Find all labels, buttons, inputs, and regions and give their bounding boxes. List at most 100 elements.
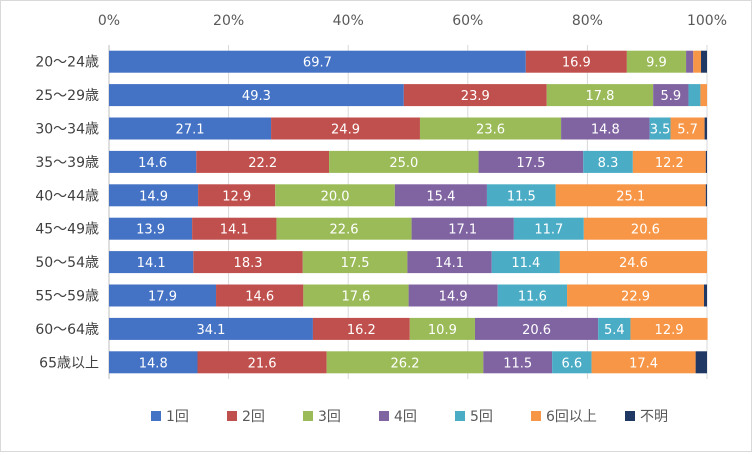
data-label: 17.8 (585, 89, 614, 104)
bar-segment (326, 351, 484, 374)
bar-segment (408, 284, 498, 307)
category-labels: 20～24歳 25～29歳 30～34歳 35～39歳 40～44歳 45～49歳 50～5… (35, 55, 99, 372)
data-label: 11.7 (534, 223, 563, 238)
legend-swatch (227, 411, 237, 421)
data-label: 13.9 (136, 223, 165, 238)
bar-segment (583, 150, 633, 173)
bar-segment (552, 351, 592, 374)
data-label: 24.6 (619, 256, 648, 271)
bar-segment (216, 284, 304, 307)
category-label: 35～39歳 (35, 155, 99, 171)
bar-segment (704, 117, 707, 140)
x-tick-label: 20% (213, 13, 244, 29)
bar-segment (626, 50, 687, 73)
data-label: 14.6 (138, 156, 167, 171)
x-tick-label: 60% (452, 13, 483, 29)
data-label: 10.9 (428, 323, 457, 338)
data-label: 23.6 (476, 123, 505, 138)
data-label: 14.6 (245, 290, 274, 305)
bar-segment (653, 84, 689, 107)
bar-segment (109, 217, 193, 240)
legend-label: 4回 (394, 409, 417, 425)
data-label: 9.9 (646, 56, 667, 71)
legend-label: 2回 (242, 409, 265, 425)
bar-segment (705, 150, 707, 173)
bar-segment (559, 251, 707, 274)
data-label: 16.9 (562, 56, 591, 71)
bar-segment (197, 351, 327, 374)
x-tick-label: 0% (98, 13, 120, 29)
legend-label: 3回 (318, 409, 341, 425)
legend: 1回 2回 3回 4回 5回 6回以上 不明 (151, 409, 668, 425)
bar-segment (303, 284, 409, 307)
bar-segment (598, 317, 631, 340)
bar-segment (109, 351, 198, 374)
data-label: 3.5 (650, 123, 671, 138)
data-label: 20.6 (522, 323, 551, 338)
data-label: 17.4 (629, 356, 658, 371)
data-label: 14.9 (139, 189, 168, 204)
data-label: 17.5 (341, 256, 370, 271)
x-axis-ticks: 0% 20% 40% 60% 80% 100% (98, 13, 727, 29)
category-label: 20～24歳 (35, 55, 99, 71)
bar-segment (649, 117, 671, 140)
bar-segment (491, 251, 560, 274)
bar-segments (109, 50, 708, 374)
bar-segment (276, 217, 412, 240)
legend-label: 1回 (166, 409, 189, 425)
data-label: 14.1 (220, 223, 249, 238)
bar-segment (483, 351, 553, 374)
bar-segment (700, 84, 707, 107)
bar-segment (109, 317, 313, 340)
bar-segment (403, 84, 547, 107)
bar-segment (109, 117, 272, 140)
data-label: 15.4 (426, 189, 455, 204)
bar-segment (109, 284, 217, 307)
legend-swatch (455, 411, 465, 421)
bar-segment (525, 50, 627, 73)
bar-segment (192, 217, 277, 240)
bar-segment (632, 150, 706, 173)
data-label: 20.6 (631, 223, 660, 238)
data-label: 22.2 (248, 156, 277, 171)
bar-segment (478, 150, 584, 173)
data-label: 12.9 (655, 323, 684, 338)
bar-segment (275, 184, 395, 207)
data-label: 21.6 (248, 356, 277, 371)
bar-segment (474, 317, 599, 340)
bar-segment (271, 117, 420, 140)
data-label: 11.5 (503, 356, 532, 371)
data-label: 17.1 (448, 223, 477, 238)
data-label: 34.1 (196, 323, 225, 338)
bar-segment (701, 50, 707, 73)
bar-segment (409, 317, 475, 340)
category-label: 45～49歳 (35, 222, 99, 238)
data-label: 14.8 (591, 123, 620, 138)
legend-swatch (151, 411, 161, 421)
bar-segment (198, 184, 276, 207)
data-label: 24.9 (331, 123, 360, 138)
bar-segment (411, 217, 514, 240)
data-label: 5.4 (604, 323, 625, 338)
bar-segment (630, 317, 708, 340)
bar-segment (670, 117, 705, 140)
bar-segment (394, 184, 487, 207)
category-label: 55～59歳 (35, 289, 99, 305)
bar-segment (497, 284, 568, 307)
data-label: 17.6 (341, 290, 370, 305)
data-label: 5.7 (677, 123, 698, 138)
bar-segment (109, 251, 194, 274)
data-label: 20.0 (321, 189, 350, 204)
category-label: 60～64歳 (35, 322, 99, 338)
data-labels: 69.7 16.9 9.9 49.3 23.9 17.8 5.9 27.1 24.9 23.6 14… (136, 56, 698, 372)
legend-swatch (303, 411, 313, 421)
data-label: 14.9 (439, 290, 468, 305)
category-label: 40～44歳 (35, 188, 99, 204)
bar-segment (695, 351, 707, 374)
bar-segment (513, 217, 584, 240)
bar-segment (196, 150, 330, 173)
bar-segment (591, 351, 696, 374)
data-label: 14.8 (139, 356, 168, 371)
bar-segment (561, 117, 650, 140)
